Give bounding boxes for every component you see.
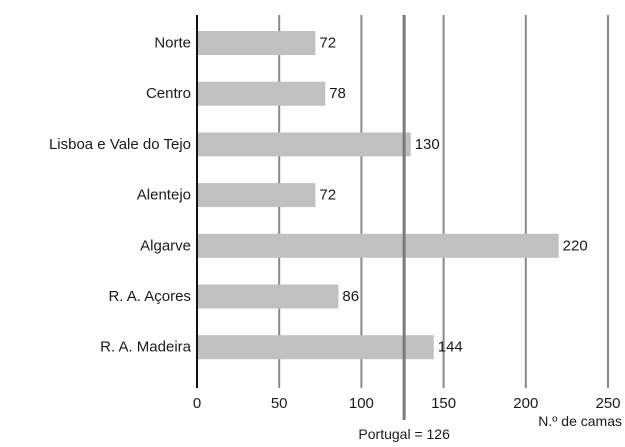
bar-1 [197,81,326,106]
category-label-4: Algarve [140,237,191,254]
category-label-1: Centro [146,85,191,102]
bar-6 [197,335,434,360]
category-label-5: R. A. Açores [108,288,191,305]
x-tick-label-150: 150 [431,395,456,412]
reference-line-label: Portugal = 126 [358,426,450,442]
value-label-6: 144 [438,339,463,356]
value-label-0: 72 [319,35,336,52]
value-label-3: 72 [319,187,336,204]
x-tick-label-250: 250 [595,395,620,412]
labels: Norte Centro Lisboa e Vale do Tejo Alentejo… [49,35,622,443]
value-label-4: 220 [563,237,588,254]
x-tick-label-100: 100 [349,395,374,412]
category-label-3: Alentejo [137,187,191,204]
bar-0 [197,31,316,55]
x-axis-title: N.º de camas [538,413,622,429]
x-tick-label-50: 50 [271,395,288,412]
category-label-0: Norte [154,35,191,52]
value-label-5: 86 [342,288,359,305]
x-tick-label-0: 0 [193,395,201,412]
category-label-6: R. A. Madeira [100,339,192,356]
grid-lines [278,15,609,388]
bar-3 [197,183,316,208]
bar-2 [197,132,411,157]
x-tick-label-200: 200 [513,395,538,412]
value-label-2: 130 [415,136,440,153]
value-label-1: 78 [329,85,346,102]
category-label-2: Lisboa e Vale do Tejo [49,136,191,153]
bars [197,31,559,360]
bar-5 [197,284,339,309]
bar-4 [197,233,559,258]
